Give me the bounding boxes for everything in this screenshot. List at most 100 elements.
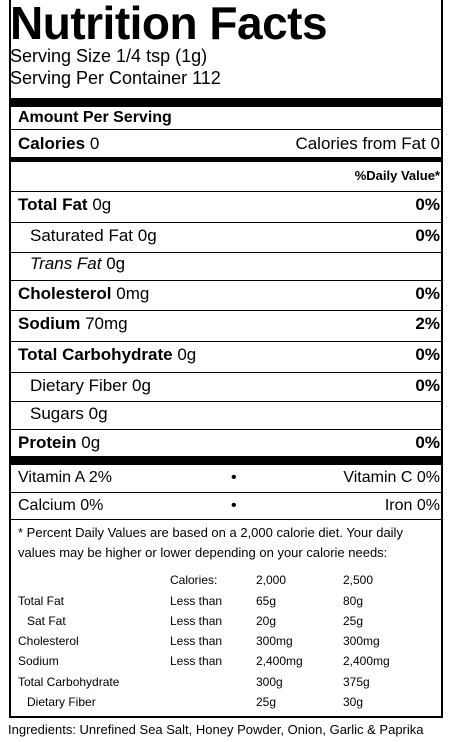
- calories-label: Calories: [18, 134, 86, 153]
- table-row: Total Carbohydrate 300g 375g: [18, 675, 438, 693]
- bullet: •: [231, 497, 237, 514]
- nutrient-row: Sugars 0g: [30, 403, 440, 425]
- nutrient-label: Dietary Fiber: [30, 376, 128, 395]
- table-cell: Less than: [170, 634, 223, 648]
- table-row: Dietary Fiber 25g 30g: [18, 695, 438, 713]
- daily-value-header: %Daily Value*: [354, 167, 440, 183]
- nutrient-label: Sugars: [30, 404, 84, 423]
- bullet: •: [231, 469, 237, 486]
- table-cell: Total Fat: [18, 594, 65, 608]
- nutrient-row: Total Carbohydrate 0g 0%: [18, 344, 440, 366]
- table-cell: 25g: [343, 614, 364, 628]
- nutrient-amount: 0g: [88, 404, 108, 423]
- divider: [9, 280, 441, 281]
- nutrient-label: Total Fat: [18, 195, 88, 214]
- nutrient-amount: 0mg: [116, 284, 150, 303]
- thick-divider: [9, 98, 441, 107]
- divider: [9, 191, 441, 192]
- nutrient-row: Saturated Fat 0g 0%: [30, 225, 440, 247]
- amount-per-serving: Amount Per Serving: [18, 109, 172, 126]
- nutrient-amount: 0g: [177, 345, 197, 364]
- servings-per-container: Serving Per Container 112: [10, 68, 221, 88]
- table-cell: 30g: [343, 695, 364, 709]
- divider: [9, 129, 441, 130]
- nutrient-label: Saturated Fat: [30, 226, 134, 245]
- medium-divider: [9, 157, 441, 162]
- vitamin-right: Iron 0%: [384, 497, 440, 514]
- calories-value: 0: [89, 134, 100, 153]
- footnote: * Percent Daily Values are based on a 2,…: [18, 525, 403, 560]
- nutrient-label: Protein: [18, 433, 77, 452]
- nutrient-amount: 70mg: [85, 314, 128, 333]
- daily-value-header-row: %Daily Value*: [18, 164, 440, 186]
- table-cell: 2,500: [343, 573, 374, 587]
- table-cell: 25g: [256, 695, 277, 709]
- vitamin-row: Calcium 0% • Iron 0%: [18, 495, 440, 517]
- table-cell: Dietary Fiber: [27, 695, 96, 709]
- label-title: Nutrition Facts: [10, 0, 328, 49]
- table-cell: Sodium: [18, 654, 59, 668]
- nutrient-amount: 0g: [106, 254, 126, 273]
- table-cell: 80g: [343, 594, 364, 608]
- table-cell: Cholesterol: [18, 634, 79, 648]
- nutrient-row: Cholesterol 0mg 0%: [18, 283, 440, 305]
- table-cell: Less than: [170, 654, 223, 668]
- table-row: Cholesterol Less than 300mg 300mg: [18, 634, 438, 652]
- divider: [9, 519, 441, 520]
- calories-row: Calories 0 Calories from Fat 0: [18, 133, 440, 155]
- nutrient-amount: 0g: [81, 433, 101, 452]
- table-cell: 300mg: [256, 634, 293, 648]
- table-cell: 300mg: [343, 634, 380, 648]
- nutrient-row: Dietary Fiber 0g 0%: [30, 375, 440, 397]
- nutrient-dv: 0%: [415, 226, 440, 245]
- table-cell: Less than: [170, 614, 223, 628]
- serving-size: Serving Size 1/4 tsp (1g): [10, 46, 208, 66]
- table-cell: Less than: [170, 594, 223, 608]
- table-cell: 65g: [256, 594, 277, 608]
- table-row: Sat Fat Less than 20g 25g: [18, 614, 438, 632]
- table-cell: 375g: [343, 675, 370, 689]
- nutrient-amount: 0g: [132, 376, 151, 395]
- nutrient-dv: 2%: [415, 314, 440, 333]
- vitamin-row: Vitamin A 2% • Vitamin C 0%: [18, 467, 440, 489]
- divider: [9, 401, 441, 402]
- divider: [9, 492, 441, 493]
- nutrient-dv: 0%: [415, 345, 440, 364]
- table-cell: Sat Fat: [27, 614, 66, 628]
- table-row: Total Fat Less than 65g 80g: [18, 594, 438, 612]
- nutrient-label: Sodium: [18, 314, 81, 333]
- divider: [9, 372, 441, 373]
- nutrient-dv: 0%: [415, 195, 440, 214]
- table-cell: Calories:: [170, 573, 218, 587]
- nutrient-dv: 0%: [415, 433, 440, 452]
- table-cell: 300g: [256, 675, 283, 689]
- nutrient-label: Cholesterol: [18, 284, 112, 303]
- divider: [9, 222, 441, 223]
- nutrient-label: Total Carbohydrate: [18, 345, 173, 364]
- vitamin-right: Vitamin C 0%: [343, 469, 440, 486]
- divider: [9, 252, 441, 253]
- table-cell: 2,400mg: [256, 654, 303, 668]
- divider: [9, 310, 441, 311]
- table-cell: 20g: [256, 614, 277, 628]
- table-cell: 2,400mg: [343, 654, 390, 668]
- ingredients: Ingredients: Unrefined Sea Salt, Honey P…: [8, 722, 424, 737]
- nutrient-dv: 0%: [415, 376, 440, 395]
- nutrient-row: Trans Fat 0g: [30, 253, 440, 275]
- nutrient-label: Trans Fat: [30, 254, 102, 273]
- nutrient-amount: 0g: [92, 195, 112, 214]
- nutrient-row: Protein 0g 0%: [18, 432, 440, 454]
- nutrition-label-box: [9, 0, 443, 718]
- table-header: Calories: 2,000 2,500: [18, 573, 438, 591]
- divider: [9, 341, 441, 342]
- nutrient-row: Total Fat 0g 0%: [18, 194, 440, 216]
- nutrient-row: Sodium 70mg 2%: [18, 313, 440, 335]
- calories-from-fat: Calories from Fat 0: [295, 134, 440, 153]
- table-row: Sodium Less than 2,400mg 2,400mg: [18, 654, 438, 672]
- vitamin-left: Calcium 0%: [18, 497, 104, 514]
- thick-divider: [9, 456, 441, 465]
- nutrient-amount: 0g: [137, 226, 157, 245]
- vitamin-left: Vitamin A 2%: [18, 469, 112, 486]
- divider: [9, 429, 441, 430]
- amount-per-serving-row: Amount Per Serving: [18, 107, 440, 129]
